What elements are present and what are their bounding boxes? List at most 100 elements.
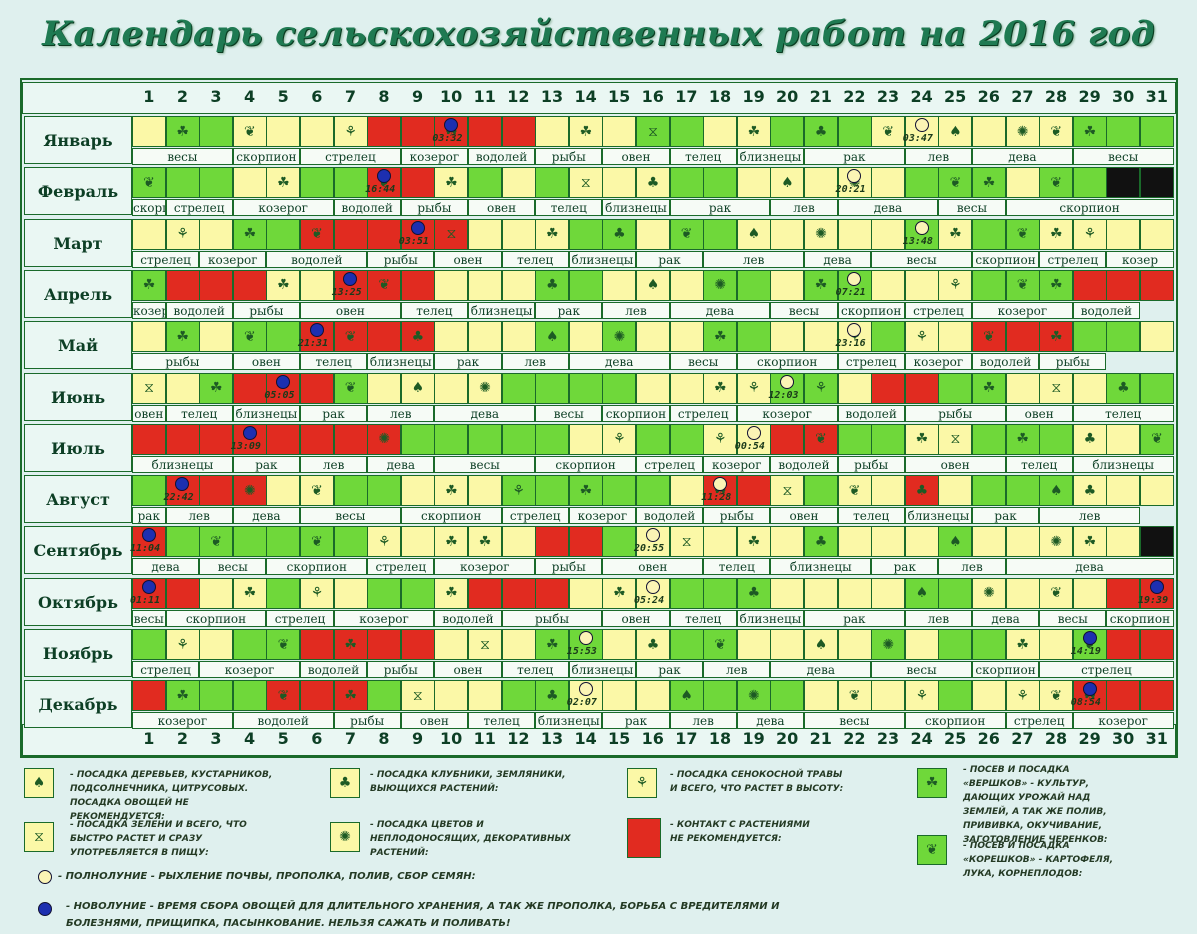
- day-cell[interactable]: [871, 423, 906, 455]
- day-cell[interactable]: [1140, 321, 1175, 353]
- day-cell[interactable]: ♠: [400, 372, 435, 404]
- day-cell[interactable]: [1072, 372, 1107, 404]
- day-cell[interactable]: [938, 577, 973, 609]
- day-cell[interactable]: [770, 218, 805, 250]
- day-cell[interactable]: [568, 577, 603, 609]
- day-cell[interactable]: ☘: [266, 167, 301, 199]
- day-cell[interactable]: [333, 423, 368, 455]
- day-cell[interactable]: [367, 475, 402, 507]
- day-cell[interactable]: ♣: [804, 116, 839, 147]
- day-cell[interactable]: ❦: [804, 423, 839, 455]
- day-cell[interactable]: [400, 269, 435, 301]
- day-cell[interactable]: ❦: [266, 629, 301, 660]
- day-cell[interactable]: ♠: [938, 116, 973, 147]
- day-cell[interactable]: [232, 680, 267, 712]
- day-cell[interactable]: [132, 629, 167, 660]
- day-cell[interactable]: ❦: [300, 218, 335, 250]
- day-cell[interactable]: [703, 218, 738, 250]
- day-cell[interactable]: [535, 423, 570, 455]
- day-cell[interactable]: [770, 629, 805, 660]
- day-cell[interactable]: ☘: [804, 269, 839, 301]
- day-cell[interactable]: ❦: [1039, 680, 1074, 712]
- day-cell[interactable]: [602, 526, 637, 558]
- day-cell[interactable]: [1072, 321, 1107, 353]
- day-cell[interactable]: [972, 116, 1007, 147]
- day-cell[interactable]: ✺: [1039, 526, 1074, 558]
- day-cell[interactable]: [333, 218, 368, 250]
- day-cell[interactable]: [972, 423, 1007, 455]
- day-cell[interactable]: ⧖: [568, 167, 603, 199]
- day-cell[interactable]: [568, 372, 603, 404]
- day-cell[interactable]: [904, 167, 939, 199]
- day-cell[interactable]: [669, 577, 704, 609]
- day-cell[interactable]: [199, 475, 234, 507]
- day-cell[interactable]: ☘: [1039, 321, 1074, 353]
- day-cell[interactable]: [804, 577, 839, 609]
- day-cell[interactable]: ☘: [232, 577, 267, 609]
- day-cell[interactable]: ⚘: [904, 321, 939, 353]
- day-cell[interactable]: [1106, 116, 1141, 147]
- day-cell[interactable]: ❦: [132, 167, 167, 199]
- day-cell[interactable]: [1106, 577, 1141, 609]
- day-cell[interactable]: [535, 577, 570, 609]
- day-cell[interactable]: [770, 321, 805, 353]
- day-cell[interactable]: ✺: [232, 475, 267, 507]
- day-cell[interactable]: ☘: [703, 372, 738, 404]
- day-cell[interactable]: [1106, 321, 1141, 353]
- day-cell[interactable]: ☘: [434, 577, 469, 609]
- day-cell[interactable]: [938, 629, 973, 660]
- day-cell[interactable]: ♠: [904, 577, 939, 609]
- day-cell[interactable]: [568, 526, 603, 558]
- day-cell[interactable]: [468, 577, 503, 609]
- day-cell[interactable]: [837, 116, 872, 147]
- day-cell[interactable]: [1106, 218, 1141, 250]
- day-cell[interactable]: [1005, 526, 1040, 558]
- day-cell[interactable]: [568, 269, 603, 301]
- day-cell[interactable]: ♠: [1039, 475, 1074, 507]
- day-cell[interactable]: ❦: [232, 321, 267, 353]
- day-cell[interactable]: [669, 423, 704, 455]
- day-cell[interactable]: ♣: [535, 269, 570, 301]
- day-cell[interactable]: [938, 680, 973, 712]
- day-cell[interactable]: ✺: [1005, 116, 1040, 147]
- day-cell[interactable]: [770, 269, 805, 301]
- day-cell[interactable]: [300, 629, 335, 660]
- day-cell[interactable]: [1005, 321, 1040, 353]
- day-cell[interactable]: ☘: [938, 218, 973, 250]
- day-cell[interactable]: ⚘: [736, 372, 771, 404]
- day-cell[interactable]: [602, 680, 637, 712]
- day-cell[interactable]: ☘: [333, 629, 368, 660]
- day-cell[interactable]: [535, 372, 570, 404]
- day-cell[interactable]: [602, 269, 637, 301]
- day-cell[interactable]: [669, 269, 704, 301]
- day-cell[interactable]: [1072, 577, 1107, 609]
- day-cell[interactable]: ♣: [904, 475, 939, 507]
- day-cell[interactable]: [132, 475, 167, 507]
- day-cell[interactable]: ❦: [1005, 269, 1040, 301]
- day-cell[interactable]: [300, 423, 335, 455]
- day-cell[interactable]: ☘: [568, 116, 603, 147]
- day-cell[interactable]: [501, 321, 536, 353]
- day-cell[interactable]: ⚘: [703, 423, 738, 455]
- day-cell[interactable]: [535, 116, 570, 147]
- day-cell[interactable]: [871, 218, 906, 250]
- day-cell[interactable]: [1039, 629, 1074, 660]
- day-cell[interactable]: ♣: [602, 218, 637, 250]
- day-cell[interactable]: [736, 167, 771, 199]
- day-cell[interactable]: [736, 475, 771, 507]
- day-cell[interactable]: ❦: [367, 269, 402, 301]
- day-cell[interactable]: ❦: [300, 475, 335, 507]
- day-cell[interactable]: [199, 577, 234, 609]
- day-cell[interactable]: ☘: [1039, 218, 1074, 250]
- day-cell[interactable]: [1005, 577, 1040, 609]
- day-cell[interactable]: ❦: [333, 372, 368, 404]
- day-cell[interactable]: [367, 218, 402, 250]
- day-cell[interactable]: ✺: [871, 629, 906, 660]
- day-cell[interactable]: [333, 167, 368, 199]
- day-cell[interactable]: [871, 680, 906, 712]
- day-cell[interactable]: ❦: [871, 116, 906, 147]
- day-cell[interactable]: [400, 629, 435, 660]
- day-cell[interactable]: [636, 423, 671, 455]
- day-cell[interactable]: ☘: [1072, 526, 1107, 558]
- day-cell[interactable]: ❦: [199, 526, 234, 558]
